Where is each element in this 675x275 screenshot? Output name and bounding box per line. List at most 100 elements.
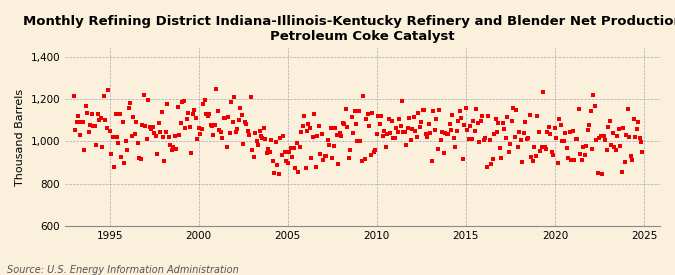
Point: [475, 119, 486, 123]
Point: [588, 93, 599, 97]
Point: [143, 98, 154, 103]
Point: [634, 136, 645, 140]
Point: [554, 116, 565, 121]
Point: [328, 143, 339, 148]
Point: [278, 133, 289, 138]
Point: [636, 140, 647, 144]
Point: [630, 135, 641, 140]
Point: [189, 108, 200, 112]
Point: [94, 118, 105, 123]
Point: [220, 116, 231, 120]
Point: [342, 125, 352, 129]
Point: [271, 140, 281, 144]
Point: [198, 102, 209, 106]
Point: [495, 146, 506, 150]
Point: [397, 99, 408, 103]
Point: [566, 158, 576, 162]
Point: [158, 134, 169, 139]
Point: [454, 109, 465, 113]
Point: [106, 152, 117, 156]
Point: [547, 149, 558, 154]
Point: [626, 158, 637, 163]
Point: [242, 129, 253, 133]
Point: [383, 117, 394, 122]
Point: [352, 138, 363, 143]
Point: [456, 116, 467, 120]
Point: [121, 139, 132, 144]
Point: [345, 148, 356, 153]
Point: [422, 135, 433, 139]
Point: [501, 135, 512, 140]
Point: [331, 132, 342, 137]
Point: [340, 107, 351, 112]
Point: [610, 147, 621, 152]
Point: [194, 132, 205, 136]
Point: [435, 138, 446, 142]
Point: [151, 133, 161, 138]
Point: [239, 119, 250, 124]
Point: [459, 123, 470, 127]
Point: [529, 145, 539, 150]
Point: [425, 131, 435, 135]
Point: [413, 111, 424, 116]
Point: [496, 156, 507, 161]
Point: [209, 123, 220, 128]
Point: [140, 124, 151, 129]
Point: [564, 130, 575, 134]
Point: [109, 165, 119, 169]
Point: [86, 112, 97, 117]
Point: [103, 88, 113, 92]
Point: [358, 94, 369, 98]
Point: [595, 134, 606, 138]
Point: [148, 131, 159, 135]
Point: [604, 119, 615, 123]
Point: [298, 114, 309, 119]
Point: [333, 162, 344, 167]
Point: [429, 128, 440, 133]
Point: [431, 117, 441, 121]
Point: [241, 122, 252, 126]
Point: [183, 111, 194, 115]
Point: [625, 154, 636, 158]
Point: [73, 114, 84, 118]
Point: [162, 102, 173, 106]
Point: [315, 152, 326, 157]
Point: [400, 130, 410, 134]
Point: [452, 129, 462, 133]
Point: [79, 148, 90, 152]
Point: [130, 131, 140, 136]
Point: [432, 147, 443, 152]
Point: [82, 111, 92, 115]
Point: [578, 145, 589, 150]
Point: [449, 136, 460, 141]
Point: [238, 142, 248, 146]
Point: [128, 115, 139, 120]
Point: [462, 128, 472, 132]
Point: [263, 147, 274, 152]
Point: [319, 154, 330, 158]
Point: [205, 122, 216, 127]
Point: [402, 126, 413, 131]
Point: [477, 114, 487, 118]
Point: [563, 156, 574, 161]
Point: [404, 116, 415, 120]
Point: [153, 121, 164, 125]
Point: [95, 116, 106, 120]
Point: [545, 131, 556, 136]
Point: [291, 141, 302, 145]
Point: [313, 124, 324, 128]
Point: [184, 125, 195, 130]
Point: [144, 125, 155, 129]
Point: [259, 126, 269, 130]
Point: [364, 124, 375, 128]
Point: [190, 116, 201, 120]
Point: [350, 122, 361, 127]
Point: [267, 158, 278, 163]
Point: [199, 98, 210, 102]
Point: [304, 126, 315, 130]
Point: [111, 135, 122, 140]
Point: [309, 112, 320, 116]
Point: [155, 130, 165, 134]
Point: [308, 135, 319, 139]
Point: [69, 93, 80, 98]
